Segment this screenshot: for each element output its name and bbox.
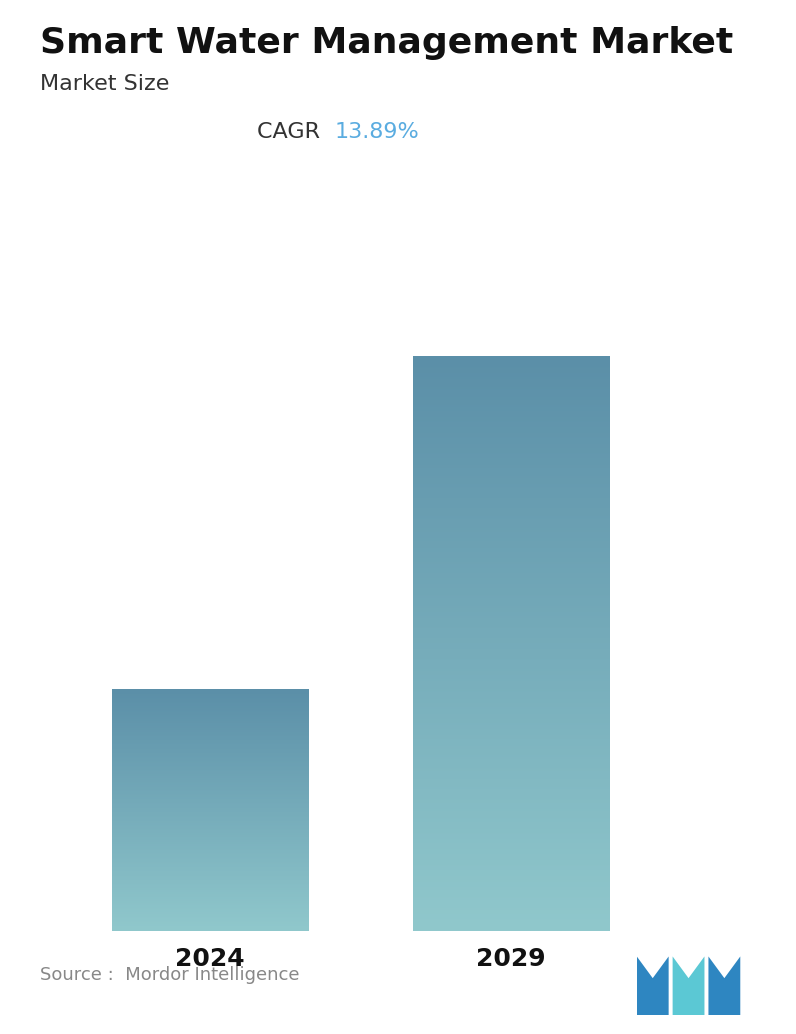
Polygon shape <box>637 956 669 1015</box>
Polygon shape <box>708 956 740 1015</box>
Polygon shape <box>673 956 704 1015</box>
Text: CAGR: CAGR <box>257 122 334 142</box>
Text: Market Size: Market Size <box>40 74 170 94</box>
Text: Smart Water Management Market: Smart Water Management Market <box>40 26 733 60</box>
Text: Source :  Mordor Intelligence: Source : Mordor Intelligence <box>40 967 299 984</box>
Text: 13.89%: 13.89% <box>334 122 419 142</box>
